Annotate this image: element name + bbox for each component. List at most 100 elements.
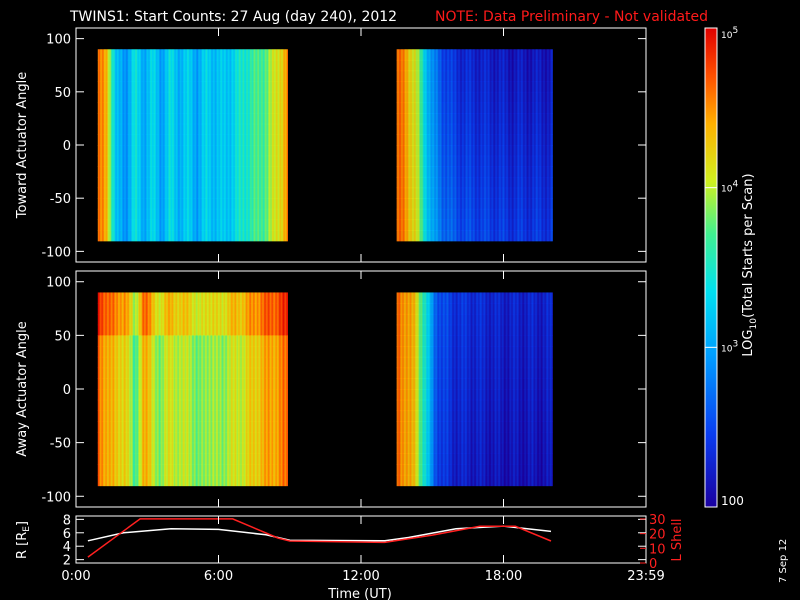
heatmap-cell xyxy=(243,230,245,242)
heatmap-cell xyxy=(153,70,155,82)
heatmap-cell xyxy=(204,59,206,72)
heatmap-cell xyxy=(464,166,466,178)
heatmap-cell xyxy=(232,123,234,135)
heatmap-cell xyxy=(419,113,421,125)
heatmap-cell xyxy=(127,176,129,189)
heatmap-cell xyxy=(202,134,204,146)
heatmap-cell xyxy=(466,70,468,82)
heatmap-cell xyxy=(244,113,246,125)
heatmap-cell xyxy=(282,134,284,146)
heatmap-cell xyxy=(450,102,452,114)
heatmap-cell xyxy=(428,187,430,199)
heatmap-cell xyxy=(231,198,233,210)
heatmap-cell xyxy=(222,187,224,199)
heatmap-cell xyxy=(133,123,135,135)
heatmap-cell xyxy=(107,134,109,146)
heatmap-cell xyxy=(448,230,450,242)
heatmap-cell xyxy=(239,208,241,221)
heatmap-cell xyxy=(466,113,468,125)
heatmap-cell xyxy=(425,208,427,221)
heatmap-cell xyxy=(100,219,102,231)
heatmap-cell xyxy=(468,155,470,167)
heatmap-cell xyxy=(421,198,423,210)
heatmap-cell xyxy=(402,166,404,178)
heatmap-cell xyxy=(440,59,442,72)
heatmap-cell xyxy=(105,187,107,199)
heatmap-cell xyxy=(473,49,475,61)
heatmap-cell xyxy=(174,208,176,221)
heatmap-cell xyxy=(130,113,132,125)
heatmap-cell xyxy=(121,59,123,72)
heatmap-cell xyxy=(424,208,426,221)
heatmap-cell xyxy=(464,59,466,72)
heatmap-cell xyxy=(167,81,169,93)
heatmap-cell xyxy=(431,134,433,146)
heatmap-cell xyxy=(272,91,274,104)
heatmap-cell xyxy=(410,49,412,61)
heatmap-cell xyxy=(435,134,437,146)
heatmap-cell xyxy=(170,176,172,189)
heatmap-cell xyxy=(449,102,451,114)
heatmap-cell xyxy=(273,176,275,189)
heatmap-cell xyxy=(402,102,404,114)
heatmap-cell xyxy=(106,91,108,104)
heatmap-cell xyxy=(450,219,452,231)
heatmap-cell xyxy=(168,145,170,157)
heatmap-cell xyxy=(456,123,458,135)
heatmap-cell xyxy=(429,81,431,93)
heatmap-cell xyxy=(129,187,131,199)
heatmap-cell xyxy=(419,187,421,199)
heatmap-cell xyxy=(257,230,259,242)
heatmap-cell xyxy=(282,113,284,125)
heatmap-cell xyxy=(119,230,121,242)
heatmap-cell xyxy=(276,176,278,189)
heatmap-cell xyxy=(223,219,225,231)
heatmap-cell xyxy=(479,91,481,104)
heatmap-cell xyxy=(425,198,427,210)
heatmap-cell xyxy=(247,198,249,210)
heatmap-cell xyxy=(424,91,426,104)
heatmap-cell xyxy=(256,59,258,72)
heatmap-cell xyxy=(413,113,415,125)
heatmap-cell xyxy=(198,219,200,231)
heatmap-cell xyxy=(147,70,149,82)
heatmap-cell xyxy=(239,198,241,210)
heatmap-cell xyxy=(111,208,113,221)
heatmap-cell xyxy=(256,134,258,146)
heatmap-cell xyxy=(282,166,284,178)
heatmap-cell xyxy=(124,155,126,167)
heatmap-cell xyxy=(228,208,230,221)
heatmap-cell xyxy=(459,155,461,167)
heatmap-cell xyxy=(195,113,197,125)
heatmap-cell xyxy=(439,155,441,167)
heatmap-cell xyxy=(431,113,433,125)
heatmap-cell xyxy=(212,123,214,135)
heatmap-cell xyxy=(282,176,284,189)
heatmap-cell xyxy=(405,187,407,199)
heatmap-cell xyxy=(97,219,99,231)
heatmap-cell xyxy=(151,155,153,167)
heatmap-cell xyxy=(135,176,137,189)
heatmap-cell xyxy=(468,134,470,146)
heatmap-cell xyxy=(162,219,164,231)
heatmap-cell xyxy=(408,145,410,157)
heatmap-cell xyxy=(268,219,270,231)
heatmap-cell xyxy=(145,59,147,72)
heatmap-cell xyxy=(201,113,203,125)
heatmap-cell xyxy=(407,219,409,231)
heatmap-cell xyxy=(442,134,444,146)
heatmap-cell xyxy=(220,134,222,146)
heatmap-cell xyxy=(136,134,138,146)
heatmap-cell xyxy=(457,59,459,72)
heatmap-cell xyxy=(142,176,144,189)
heatmap-cell xyxy=(453,230,455,242)
heatmap-cell xyxy=(243,166,245,178)
heatmap-cell xyxy=(156,91,158,104)
heatmap-cell xyxy=(403,187,405,199)
heatmap-cell xyxy=(243,49,245,61)
heatmap-cell xyxy=(405,123,407,135)
heatmap-cell xyxy=(193,91,195,104)
heatmap-cell xyxy=(209,187,211,199)
heatmap-cell xyxy=(179,155,181,167)
heatmap-cell xyxy=(276,198,278,210)
